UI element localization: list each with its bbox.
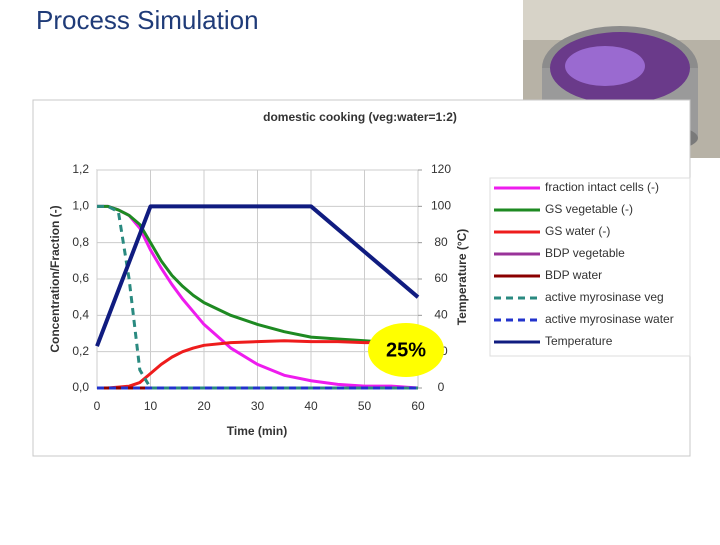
y2-tick-label: 120 <box>431 162 451 176</box>
x-tick-label: 0 <box>94 399 101 413</box>
legend-label: active myrosinase water <box>545 312 674 326</box>
x-tick-label: 10 <box>144 399 158 413</box>
y-tick-label: 0,2 <box>72 344 89 358</box>
y2-tick-label: 100 <box>431 199 451 213</box>
y2-tick-label: 40 <box>434 308 448 322</box>
series-line <box>95 204 420 347</box>
x-tick-label: 50 <box>358 399 372 413</box>
y2-axis-label: Temperature (°C) <box>455 229 469 326</box>
x-tick-label: 60 <box>411 399 425 413</box>
slide-title: Process Simulation <box>36 5 259 35</box>
x-tick-label: 30 <box>251 399 265 413</box>
series-line <box>97 204 418 345</box>
legend-label: GS vegetable (-) <box>545 202 633 216</box>
legend-label: Temperature <box>545 334 613 348</box>
annotation-bubble <box>368 323 444 377</box>
legend-label: GS water (-) <box>545 224 610 238</box>
y-tick-label: 0,4 <box>72 308 89 322</box>
legend-label: fraction intact cells (-) <box>545 180 659 194</box>
y2-tick-label: 60 <box>434 271 448 285</box>
y-tick-label: 0,0 <box>72 380 89 394</box>
y-tick-label: 0,6 <box>72 271 89 285</box>
y2-tick-label: 0 <box>438 380 445 394</box>
y-axis-label: Concentration/Fraction (-) <box>48 205 62 352</box>
legend <box>489 177 691 357</box>
legend-label: BDP vegetable <box>545 246 625 260</box>
y-tick-label: 0,8 <box>72 235 89 249</box>
y-tick-label: 1,0 <box>72 199 89 213</box>
annotation: 25% <box>386 339 426 361</box>
x-tick-label: 20 <box>197 399 211 413</box>
legend-label: active myrosinase veg <box>545 290 664 304</box>
x-tick-label: 40 <box>304 399 318 413</box>
chart-title: domestic cooking (veg:water=1:2) <box>263 110 457 124</box>
series-line <box>97 339 418 390</box>
y-tick-label: 1,2 <box>72 162 89 176</box>
legend-label: BDP water <box>545 268 602 282</box>
x-axis-label: Time (min) <box>227 424 287 438</box>
y2-tick-label: 80 <box>434 235 448 249</box>
plot: 01020304050600,00,20,40,60,81,01,2020406… <box>72 162 451 413</box>
